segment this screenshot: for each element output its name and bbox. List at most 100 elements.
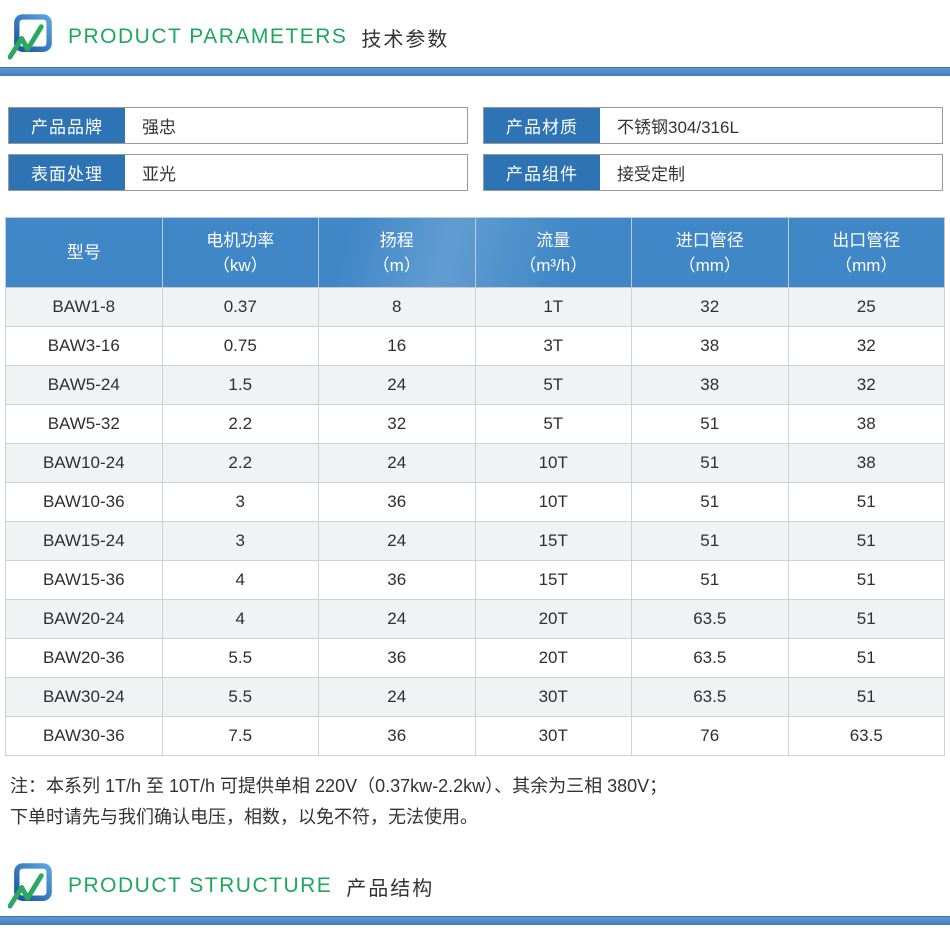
section-title-zh: 技术参数 xyxy=(361,28,450,51)
divider-bar-bottom xyxy=(0,916,950,925)
section-header-parameters: PRODUCT PARAMETERS 技术参数 xyxy=(0,0,950,62)
table-cell: BAW15-36 xyxy=(5,560,163,600)
table-cell: 36 xyxy=(318,638,476,678)
column-header-label: 电机功率 xyxy=(206,230,275,250)
table-cell: 51 xyxy=(787,677,945,717)
column-header-inlet-diameter: 进口管径 （mm） xyxy=(631,217,789,288)
table-cell: BAW5-24 xyxy=(5,365,163,405)
section-header-structure: PRODUCT STRUCTURE 产品结构 xyxy=(0,849,950,911)
table-cell: 3T xyxy=(474,326,632,366)
table-cell: 32 xyxy=(318,404,476,444)
table-cell: 20T xyxy=(474,638,632,678)
table-cell: 10T xyxy=(474,443,632,483)
table-cell: 51 xyxy=(787,482,945,522)
section-title-zh: 产品结构 xyxy=(346,877,435,900)
table-cell: 5.5 xyxy=(161,677,319,717)
divider-bar-top xyxy=(0,67,950,76)
section-title-en: PRODUCT PARAMETERS xyxy=(68,25,348,48)
table-cell: 76 xyxy=(631,716,789,756)
brand-logo-icon xyxy=(8,13,52,60)
table-cell: 24 xyxy=(318,365,476,405)
column-header-head: 扬程 （m） xyxy=(318,217,476,288)
table-cell: 63.5 xyxy=(631,638,789,678)
table-cell: 51 xyxy=(631,560,789,600)
table-row: BAW5-24 1.5 24 5T 38 32 xyxy=(5,365,945,405)
table-cell: 1.5 xyxy=(161,365,319,405)
table-cell: 2.2 xyxy=(161,443,319,483)
table-cell: 36 xyxy=(318,482,476,522)
table-row: BAW5-32 2.2 32 5T 51 38 xyxy=(5,404,945,444)
table-cell: 5T xyxy=(474,404,632,444)
column-header-outlet-diameter: 出口管径 （mm） xyxy=(787,217,945,288)
table-cell: 3 xyxy=(161,521,319,561)
table-row: BAW1-8 0.37 8 1T 32 25 xyxy=(5,287,945,327)
note-line-1: 注：本系列 1T/h 至 10T/h 可提供单相 220V（0.37kw-2.2… xyxy=(10,776,668,796)
table-cell: 51 xyxy=(631,482,789,522)
table-cell: 2.2 xyxy=(161,404,319,444)
column-header-label: 出口管径 xyxy=(832,230,901,250)
table-cell: BAW15-24 xyxy=(5,521,163,561)
column-header-label: 流量 xyxy=(536,230,571,250)
info-item-brand: 产品品牌 强忠 xyxy=(8,107,468,144)
spec-table: 型号 电机功率 （kw） 扬程 （m） 流量 （m³/h） 进口管径 （mm） … xyxy=(5,217,945,756)
table-row: BAW3-16 0.75 16 3T 38 32 xyxy=(5,326,945,366)
column-header-label: 型号 xyxy=(66,243,101,262)
column-header-label: 进口管径 xyxy=(675,230,744,250)
table-cell: BAW20-24 xyxy=(5,599,163,639)
table-cell: 0.75 xyxy=(161,326,319,366)
table-cell: 16 xyxy=(318,326,476,366)
info-label: 产品品牌 xyxy=(9,108,125,143)
table-cell: 36 xyxy=(318,560,476,600)
table-cell: 38 xyxy=(787,443,945,483)
info-item-surface: 表面处理 亚光 xyxy=(8,154,468,191)
info-value: 接受定制 xyxy=(617,165,685,184)
table-row: BAW20-36 5.5 36 20T 63.5 51 xyxy=(5,638,945,678)
table-cell: BAW30-36 xyxy=(5,716,163,756)
info-label: 产品材质 xyxy=(484,108,600,143)
table-cell: 32 xyxy=(787,326,945,366)
table-cell: 4 xyxy=(161,599,319,639)
table-cell: 1T xyxy=(474,287,632,327)
table-row: BAW30-36 7.5 36 30T 76 63.5 xyxy=(5,716,945,756)
column-header-unit: （mm） xyxy=(678,255,741,275)
table-cell: 36 xyxy=(318,716,476,756)
table-cell: 0.37 xyxy=(161,287,319,327)
info-value: 强忠 xyxy=(142,118,176,137)
table-cell: 51 xyxy=(787,638,945,678)
column-header-unit: （m³/h） xyxy=(519,255,588,275)
table-row: BAW30-24 5.5 24 30T 63.5 51 xyxy=(5,677,945,717)
table-cell: 32 xyxy=(787,365,945,405)
table-row: BAW15-36 4 36 15T 51 51 xyxy=(5,560,945,600)
note-line-2: 下单时请先与我们确认电压，相数，以免不符，无法使用。 xyxy=(10,807,478,827)
table-cell: 24 xyxy=(318,521,476,561)
table-cell: 38 xyxy=(631,326,789,366)
info-item-components: 产品组件 接受定制 xyxy=(483,154,943,191)
table-cell: 51 xyxy=(631,521,789,561)
table-cell: 30T xyxy=(474,677,632,717)
column-header-flow: 流量 （m³/h） xyxy=(474,217,632,288)
table-cell: 20T xyxy=(474,599,632,639)
table-cell: 24 xyxy=(318,677,476,717)
section-title-en: PRODUCT STRUCTURE xyxy=(68,874,333,897)
table-cell: BAW5-32 xyxy=(5,404,163,444)
table-cell: BAW20-36 xyxy=(5,638,163,678)
column-header-motor-power: 电机功率 （kw） xyxy=(161,217,319,288)
column-header-model: 型号 xyxy=(5,217,163,288)
table-row: BAW10-24 2.2 24 10T 51 38 xyxy=(5,443,945,483)
table-cell: 24 xyxy=(318,599,476,639)
column-header-unit: （kw） xyxy=(212,255,268,275)
column-header-unit: （mm） xyxy=(835,255,898,275)
table-row: BAW20-24 4 24 20T 63.5 51 xyxy=(5,599,945,639)
info-value: 不锈钢304/316L xyxy=(617,118,739,137)
table-cell: 63.5 xyxy=(631,677,789,717)
column-header-label: 扬程 xyxy=(379,230,414,250)
table-cell: 24 xyxy=(318,443,476,483)
table-cell: 25 xyxy=(787,287,945,327)
info-label: 表面处理 xyxy=(9,155,125,190)
table-cell: 38 xyxy=(787,404,945,444)
table-cell: BAW10-36 xyxy=(5,482,163,522)
table-cell: 30T xyxy=(474,716,632,756)
table-cell: 3 xyxy=(161,482,319,522)
spec-table-header: 型号 电机功率 （kw） 扬程 （m） 流量 （m³/h） 进口管径 （mm） … xyxy=(5,217,945,288)
table-row: BAW10-36 3 36 10T 51 51 xyxy=(5,482,945,522)
